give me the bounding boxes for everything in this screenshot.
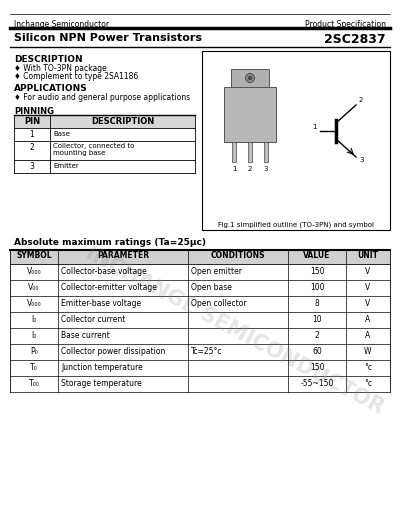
Text: 1: 1 (30, 130, 34, 139)
Text: 10: 10 (312, 315, 322, 324)
Text: °c: °c (364, 363, 372, 372)
Circle shape (246, 74, 254, 82)
Text: 2SC2837: 2SC2837 (324, 33, 386, 46)
Text: INCHANGE SEMICONDUCTOR: INCHANGE SEMICONDUCTOR (82, 242, 388, 418)
Text: Storage temperature: Storage temperature (61, 379, 142, 388)
Text: Open base: Open base (191, 283, 232, 292)
Text: Collector, connected to: Collector, connected to (53, 143, 134, 149)
Text: Tc=25°c: Tc=25°c (191, 347, 222, 356)
Bar (232, 142, 236, 162)
Bar (224, 87, 276, 142)
Text: Inchange Semiconductor: Inchange Semiconductor (14, 20, 109, 29)
Circle shape (248, 76, 252, 80)
Text: 3: 3 (359, 157, 364, 163)
Text: Emitter-base voltage: Emitter-base voltage (61, 299, 141, 308)
Bar (14, 115, 195, 128)
Text: Silicon NPN Power Transistors: Silicon NPN Power Transistors (14, 33, 202, 43)
Text: 60: 60 (312, 347, 322, 356)
Text: °c: °c (364, 379, 372, 388)
Text: I₀: I₀ (31, 315, 37, 324)
Text: A: A (365, 315, 371, 324)
Text: DESCRIPTION: DESCRIPTION (14, 55, 83, 64)
Text: VALUE: VALUE (303, 251, 331, 260)
Text: 8: 8 (315, 299, 319, 308)
Text: Fig.1 simplified outline (TO-3PN) and symbol: Fig.1 simplified outline (TO-3PN) and sy… (218, 221, 374, 227)
Text: Open collector: Open collector (191, 299, 247, 308)
Text: Collector power dissipation: Collector power dissipation (61, 347, 165, 356)
Text: 1: 1 (232, 166, 236, 172)
Text: CONDITIONS: CONDITIONS (211, 251, 265, 260)
Text: 100: 100 (310, 283, 324, 292)
Text: Open emitter: Open emitter (191, 267, 242, 276)
Text: SYMBOL: SYMBOL (16, 251, 52, 260)
Text: Emitter: Emitter (53, 163, 79, 169)
Bar (202, 51, 390, 230)
Text: PINNING: PINNING (14, 107, 54, 116)
Text: mounting base: mounting base (53, 150, 105, 156)
Text: Base: Base (53, 131, 70, 137)
Bar (264, 142, 268, 162)
Text: 2: 2 (30, 143, 34, 152)
Text: 2: 2 (315, 331, 319, 340)
Text: W: W (364, 347, 372, 356)
Text: -55~150: -55~150 (300, 379, 334, 388)
Text: 150: 150 (310, 363, 324, 372)
Text: Absolute maximum ratings (Ta=25µc): Absolute maximum ratings (Ta=25µc) (14, 238, 206, 247)
Bar (248, 142, 252, 162)
Text: Product Specification: Product Specification (305, 20, 386, 29)
Text: PIN: PIN (24, 117, 40, 126)
Text: APPLICATIONS: APPLICATIONS (14, 84, 88, 93)
Text: DESCRIPTION: DESCRIPTION (91, 117, 154, 126)
Text: 150: 150 (310, 267, 324, 276)
Text: V₀₀: V₀₀ (28, 283, 40, 292)
Text: Base current: Base current (61, 331, 110, 340)
Bar (10, 250, 390, 264)
Text: Junction temperature: Junction temperature (61, 363, 143, 372)
Text: T₀: T₀ (30, 363, 38, 372)
Text: ♦ With TO-3PN package: ♦ With TO-3PN package (14, 64, 107, 73)
Text: ♦ For audio and general purpose applications: ♦ For audio and general purpose applicat… (14, 93, 190, 102)
Text: V₀₀₀: V₀₀₀ (27, 267, 41, 276)
Text: V: V (365, 299, 371, 308)
Text: V₀₀₀: V₀₀₀ (27, 299, 41, 308)
Text: V: V (365, 267, 371, 276)
Text: T₀₀: T₀₀ (28, 379, 40, 388)
Text: I₀: I₀ (31, 331, 37, 340)
Text: V: V (365, 283, 371, 292)
Text: P₀: P₀ (30, 347, 38, 356)
Text: A: A (365, 331, 371, 340)
Text: PARAMETER: PARAMETER (97, 251, 149, 260)
Text: 3: 3 (264, 166, 268, 172)
Text: Collector-base voltage: Collector-base voltage (61, 267, 147, 276)
Text: 3: 3 (30, 162, 34, 171)
Text: Collector-emitter voltage: Collector-emitter voltage (61, 283, 157, 292)
Text: ♦ Complement to type 2SA1186: ♦ Complement to type 2SA1186 (14, 72, 138, 81)
Text: 1: 1 (312, 124, 317, 130)
Text: 2: 2 (359, 97, 363, 103)
Text: UNIT: UNIT (358, 251, 378, 260)
Text: Collector current: Collector current (61, 315, 125, 324)
Text: 2: 2 (248, 166, 252, 172)
Bar (231, 69, 269, 87)
